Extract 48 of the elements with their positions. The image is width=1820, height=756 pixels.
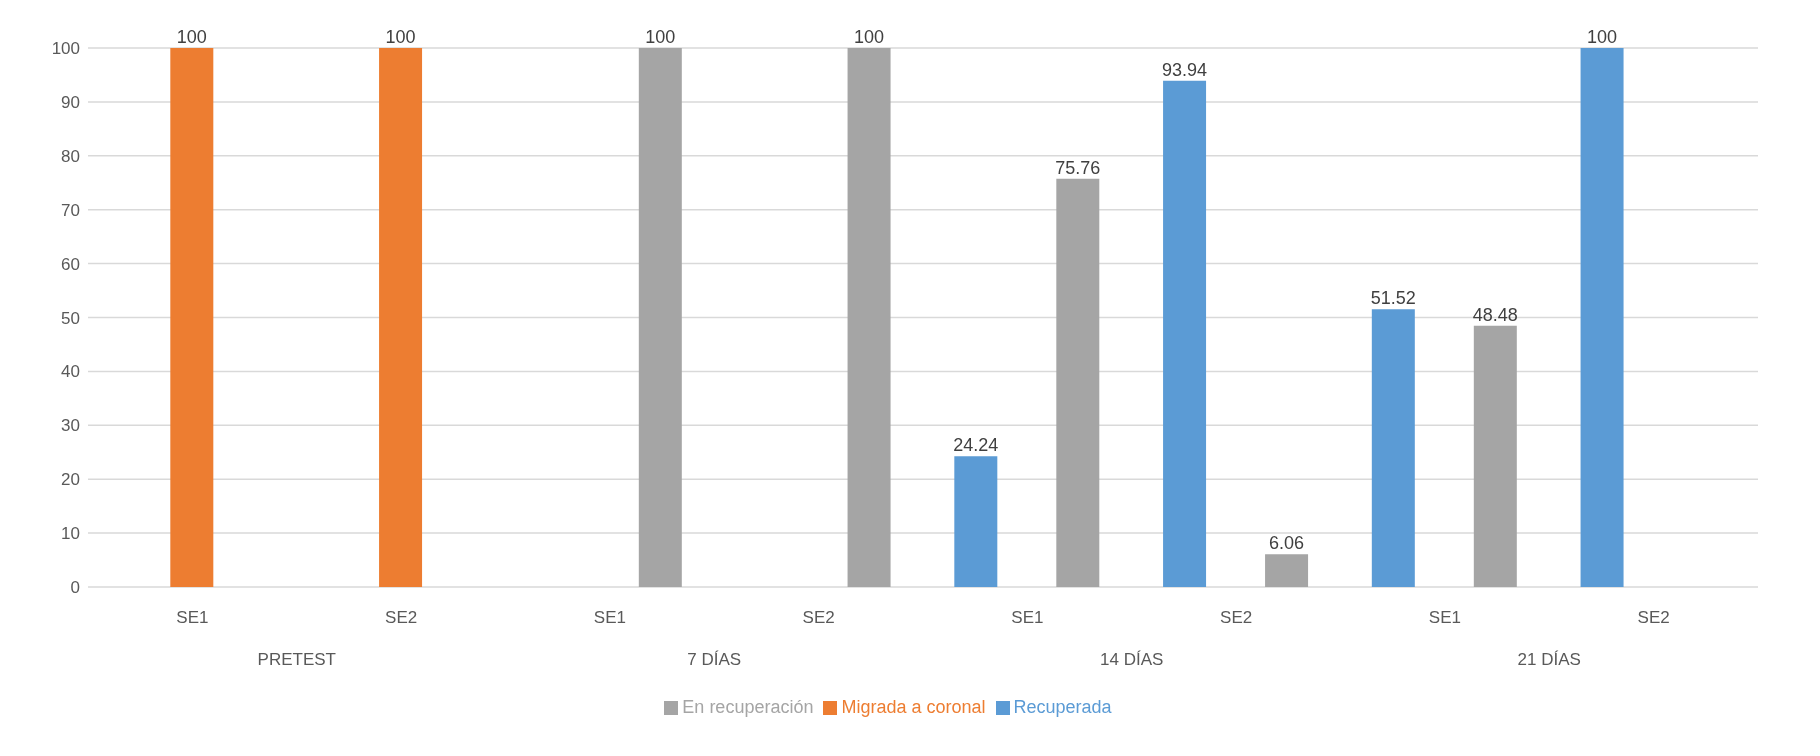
y-tick-label: 10 bbox=[61, 524, 80, 544]
data-label: 75.76 bbox=[1055, 157, 1101, 178]
legend-label: En recuperación bbox=[682, 697, 814, 717]
y-tick-label: 80 bbox=[61, 146, 80, 166]
data-label: 100 bbox=[645, 27, 676, 47]
legend-label: Recuperada bbox=[1013, 697, 1112, 717]
bar bbox=[638, 48, 682, 587]
y-tick-label: 70 bbox=[61, 200, 80, 220]
data-label: 100 bbox=[1587, 27, 1618, 47]
bar bbox=[1371, 309, 1415, 587]
bar bbox=[1580, 48, 1624, 587]
y-tick-label: 20 bbox=[61, 470, 80, 490]
x-tick-label: SE2 bbox=[1220, 608, 1253, 628]
x-tick-label: SE1 bbox=[593, 608, 626, 628]
bar bbox=[1265, 554, 1309, 587]
y-tick-label: 60 bbox=[61, 254, 80, 274]
y-tick-label: 100 bbox=[51, 39, 80, 59]
y-tick-label: 50 bbox=[61, 308, 80, 328]
x-tick-label: SE1 bbox=[1011, 608, 1044, 628]
data-label: 100 bbox=[176, 27, 207, 47]
text: PRETEST bbox=[257, 650, 336, 669]
data-label: 6.06 bbox=[1269, 533, 1305, 554]
x-tick-label: SE2 bbox=[385, 608, 418, 628]
x-tick-label: SE2 bbox=[802, 608, 835, 628]
data-label: 100 bbox=[385, 27, 416, 47]
data-label: 24.24 bbox=[953, 435, 999, 456]
bar bbox=[1056, 178, 1100, 587]
y-tick-label: 0 bbox=[70, 578, 80, 598]
bar bbox=[954, 456, 998, 587]
y-tick-label: 30 bbox=[61, 416, 80, 436]
data-label: 48.48 bbox=[1472, 304, 1518, 325]
legend-label: Migrada a coronal bbox=[841, 697, 986, 717]
bar bbox=[170, 48, 214, 587]
bar bbox=[1473, 325, 1517, 587]
data-label: 93.94 bbox=[1162, 59, 1208, 80]
text: 7 DÍAS bbox=[687, 650, 742, 669]
bar bbox=[1163, 80, 1207, 587]
data-label: 51.52 bbox=[1370, 288, 1416, 309]
x-tick-label: SE2 bbox=[1637, 608, 1670, 628]
data-label: 100 bbox=[854, 27, 885, 47]
bar bbox=[379, 48, 423, 587]
text: 14 DÍAS bbox=[1100, 650, 1164, 669]
y-tick-label: 90 bbox=[61, 92, 80, 112]
text: 21 DÍAS bbox=[1517, 650, 1581, 669]
y-tick-label: 40 bbox=[61, 362, 80, 382]
bar bbox=[847, 48, 891, 587]
x-tick-label: SE1 bbox=[176, 608, 209, 628]
x-tick-label: SE1 bbox=[1428, 608, 1461, 628]
